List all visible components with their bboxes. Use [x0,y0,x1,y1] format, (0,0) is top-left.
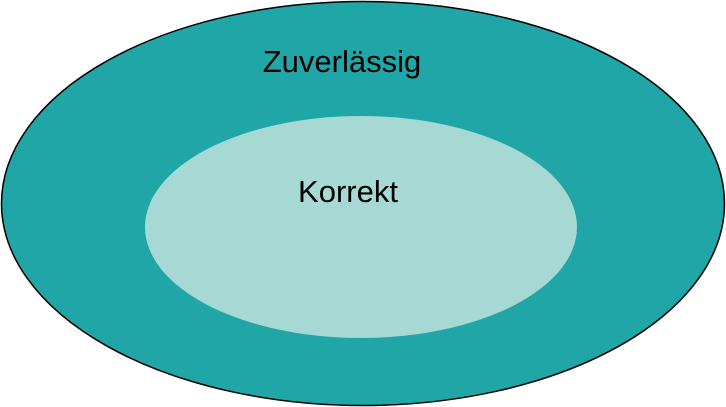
outer-set-label: Zuverlässig [263,44,422,79]
inner-set-label: Korrekt [298,174,398,209]
inner-set-ellipse [145,116,577,338]
